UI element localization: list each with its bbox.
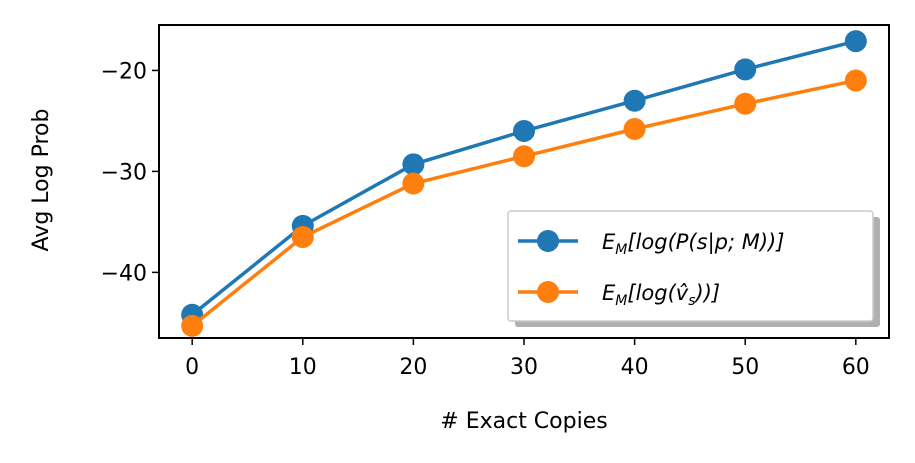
x-tick-label: 10	[289, 355, 317, 380]
x-tick-label: 60	[842, 355, 870, 380]
legend-marker-series-2	[537, 281, 559, 303]
series-2-point	[734, 92, 757, 115]
legend: EM[log(P(s|p; M))] EM[log(v̂s))]	[507, 210, 880, 327]
series-2-point	[623, 117, 646, 140]
y-axis-ticks: −20 −30 −40	[101, 59, 159, 286]
plot-frame	[158, 24, 890, 339]
y-axis-label: Avg Log Prob	[29, 109, 54, 252]
x-tick-label: 40	[621, 355, 649, 380]
series-2-point	[844, 69, 867, 92]
y-tick-label: −20	[101, 59, 147, 84]
y-tick-label: −30	[101, 160, 147, 185]
series-1-point	[402, 153, 425, 176]
series-2-point	[181, 314, 204, 337]
plot-area	[181, 30, 867, 337]
series-1-point	[513, 120, 535, 143]
legend-box	[507, 210, 874, 322]
legend-label-series-1: EM[log(P(s|p; M))]	[602, 230, 784, 258]
legend-marker-series-1	[537, 230, 559, 252]
series-1-point	[844, 30, 867, 53]
x-tick-label: 30	[510, 355, 538, 380]
series-2-point	[402, 172, 425, 195]
series-2-point	[291, 226, 314, 249]
x-tick-label: 20	[399, 355, 427, 380]
series-2-point	[513, 145, 535, 168]
series-1-point	[734, 58, 757, 81]
x-tick-label: 50	[731, 355, 759, 380]
y-tick-label: −40	[101, 261, 147, 286]
series-1-point	[623, 89, 646, 112]
x-axis-ticks: 0 10 20 30 40 50 60	[185, 338, 870, 380]
x-axis-label: # Exact Copies	[440, 409, 607, 434]
x-tick-label: 0	[185, 355, 199, 380]
